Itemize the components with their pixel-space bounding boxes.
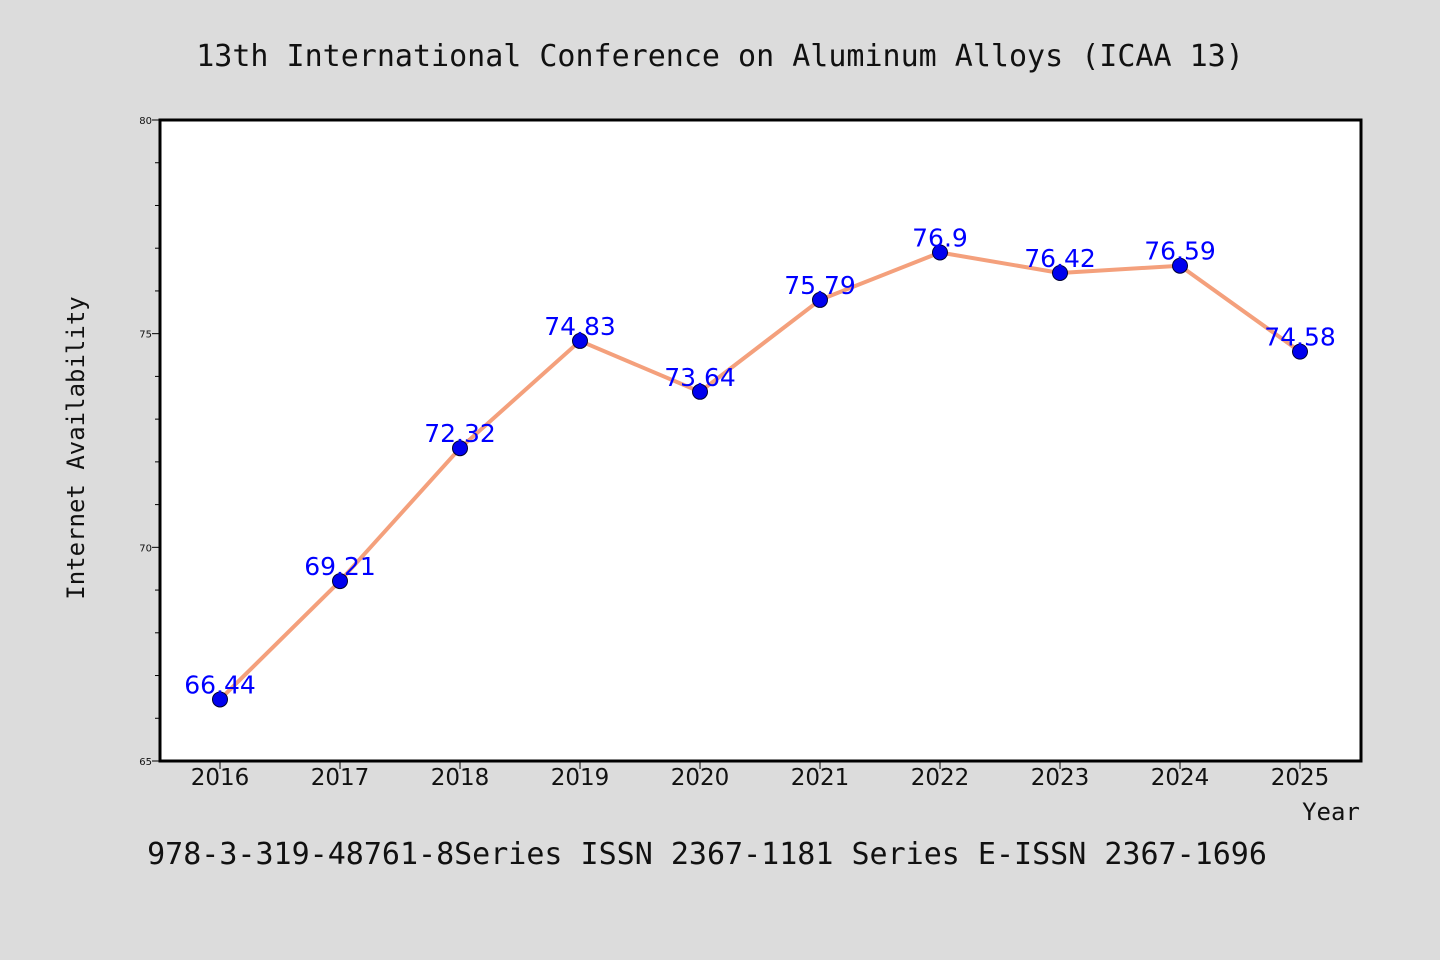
data-label: 66.44 [184, 670, 256, 699]
x-tick-label: 2021 [791, 765, 850, 791]
x-tick-label: 2017 [311, 765, 370, 791]
data-point [332, 573, 348, 590]
data-point [692, 383, 708, 400]
data-label: 76.42 [1024, 244, 1096, 273]
y-tick-label: 75 [139, 330, 152, 341]
data-point [1292, 343, 1308, 360]
x-tick-label: 2016 [191, 765, 250, 791]
series-line [218, 250, 1302, 702]
data-point [212, 691, 228, 708]
x-tick-label: 2024 [1151, 765, 1210, 791]
x-axis-label: Year [1302, 798, 1360, 826]
data-point [452, 440, 468, 457]
data-label: 69.21 [304, 552, 376, 581]
y-axis-label: Internet Availability [62, 296, 90, 599]
data-point [812, 291, 828, 308]
data-point [932, 244, 948, 261]
x-tick-label: 2020 [671, 765, 730, 791]
x-tick-label: 2023 [1031, 765, 1090, 791]
x-tick-label: 2022 [911, 765, 970, 791]
data-point [1052, 264, 1068, 281]
data-label: 72.32 [424, 419, 496, 448]
x-tick-label: 2018 [431, 765, 490, 791]
chart-footer: 978-3-319-48761-8Series ISSN 2367-1181 S… [147, 837, 1267, 872]
axis-ticks: 2016 2017 2018 2019 2020 2021 2022 2023 2024 2025… [139, 116, 1329, 791]
data-label: 75.79 [784, 271, 856, 300]
y-tick-label: 65 [139, 757, 152, 768]
data-label: 74.83 [544, 312, 616, 341]
y-tick-label: 70 [139, 543, 152, 554]
y-tick-label: 80 [139, 116, 152, 127]
data-label: 76.9 [912, 223, 968, 252]
data-point [572, 332, 588, 349]
data-point [1172, 257, 1188, 274]
plot-area [160, 120, 1361, 761]
data-label: 73.64 [664, 363, 736, 392]
data-label: 74.58 [1264, 323, 1336, 352]
x-tick-label: 2019 [551, 765, 610, 791]
x-tick-label: 2025 [1271, 765, 1330, 791]
series-layer: 66.44 69.21 72.32 74.83 73.64 75.79 76.9 76.42 7… [184, 223, 1336, 708]
data-label: 76.59 [1144, 237, 1216, 266]
plot-frame [158, 118, 1363, 763]
chart-title: 13th International Conference on Aluminu… [196, 39, 1244, 74]
